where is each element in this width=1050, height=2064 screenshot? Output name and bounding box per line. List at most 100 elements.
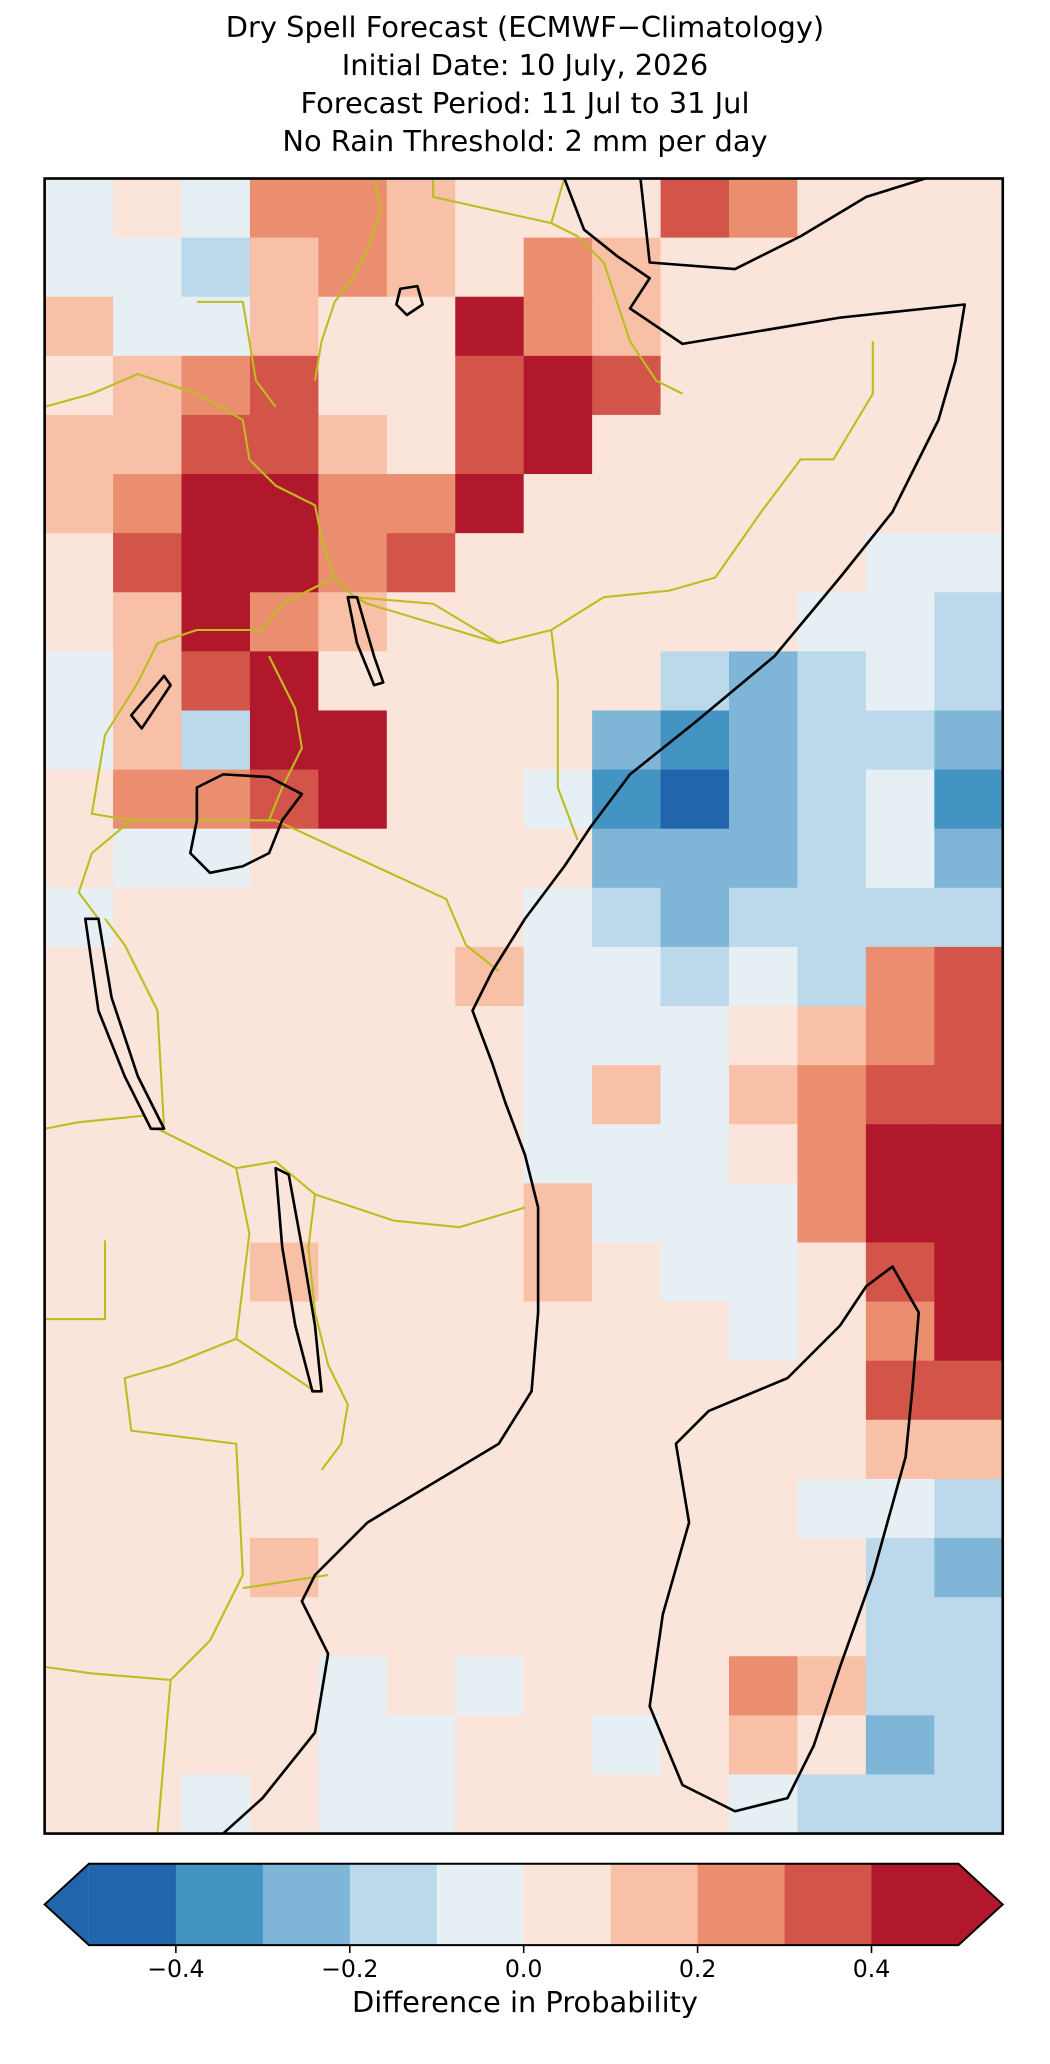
- grid-cell: [592, 1774, 662, 1835]
- grid-cell: [249, 1419, 320, 1480]
- grid-cell: [318, 710, 388, 771]
- grid-cell: [523, 1774, 593, 1835]
- country-borders: [44, 178, 874, 1834]
- grid-cell: [523, 296, 593, 357]
- grid-cell: [523, 1597, 593, 1657]
- grid-cell: [318, 414, 388, 475]
- grid-cell: [660, 651, 730, 712]
- grid-cell: [934, 178, 1004, 239]
- grid-cell: [181, 1183, 251, 1244]
- grid-cell: [455, 1360, 525, 1421]
- grid-cell: [249, 533, 320, 593]
- grid-cell: [660, 296, 730, 357]
- grid-cell: [44, 178, 114, 239]
- colorbar-tick-label: 0.0: [505, 1955, 543, 1983]
- grid-cell: [249, 474, 320, 534]
- grid-cell: [865, 1360, 935, 1421]
- grid-cell: [729, 355, 799, 416]
- grid-cell: [318, 355, 388, 416]
- grid-cell: [729, 1478, 799, 1539]
- grid-cell: [592, 1183, 662, 1244]
- grid-cell: [523, 533, 593, 593]
- grid-cell: [386, 769, 456, 830]
- grid-cell: [797, 1301, 867, 1362]
- grid-cell: [729, 1656, 799, 1717]
- grid-cell: [113, 1597, 183, 1657]
- grid-cell: [249, 1301, 320, 1362]
- grid-cell: [386, 1774, 456, 1835]
- grid-cell: [181, 1124, 251, 1185]
- grid-cell: [455, 1124, 525, 1185]
- grid-cell: [934, 710, 1004, 771]
- grid-cell: [865, 1065, 935, 1125]
- grid-cell: [523, 1538, 593, 1598]
- grid-cell: [249, 178, 320, 239]
- grid-cell: [660, 1065, 730, 1125]
- grid-cell: [455, 1478, 525, 1539]
- grid-cell: [113, 592, 183, 653]
- grid-cell: [249, 1597, 320, 1657]
- colorbar-bin: [871, 1863, 959, 1946]
- coastline-arabia: [639, 177, 926, 271]
- grid-cell: [660, 1538, 730, 1598]
- grid-cell: [181, 710, 251, 771]
- grid-cell: [318, 1656, 388, 1717]
- grid-cell: [729, 1183, 799, 1244]
- grid-cell: [455, 769, 525, 830]
- grid-cell: [249, 1006, 320, 1066]
- grid-cell: [181, 533, 251, 593]
- grid-cell: [44, 592, 114, 653]
- grid-cell: [797, 1006, 867, 1066]
- grid-cell: [44, 1183, 114, 1244]
- grid-cell: [386, 1597, 456, 1657]
- grid-cell: [318, 769, 388, 830]
- grid-cell: [797, 946, 867, 1007]
- grid-cell: [455, 414, 525, 475]
- grid-cell: [865, 414, 935, 475]
- grid-cell: [934, 1774, 1004, 1835]
- grid-cell: [44, 1478, 114, 1539]
- grid-cell: [865, 355, 935, 416]
- grid-cell: [249, 1242, 320, 1303]
- grid-cell: [181, 887, 251, 948]
- grid-cell: [592, 237, 662, 298]
- grid-cell: [729, 1006, 799, 1066]
- grid-cell: [729, 474, 799, 534]
- grid-cell: [797, 592, 867, 653]
- grid-cell: [865, 1419, 935, 1480]
- grid-cell: [660, 1183, 730, 1244]
- lake-turkana: [346, 595, 385, 687]
- grid-cell: [934, 1183, 1004, 1244]
- grid-cell: [44, 474, 114, 534]
- grid-cell: [592, 1006, 662, 1066]
- grid-cell: [386, 1065, 456, 1125]
- grid-cell: [44, 887, 114, 948]
- grid-cell: [797, 533, 867, 593]
- grid-cell: [660, 178, 730, 239]
- grid-cell: [455, 237, 525, 298]
- colorbar-bin: [697, 1863, 785, 1946]
- grid-cell: [455, 651, 525, 712]
- grid-cell: [934, 1301, 1004, 1362]
- grid-cell: [249, 651, 320, 712]
- grid-cell: [592, 1538, 662, 1598]
- colorbar-extend-low: [44, 1863, 89, 1946]
- grid-cell: [455, 1065, 525, 1125]
- coastline: [222, 178, 966, 1835]
- grid-cell: [660, 1124, 730, 1185]
- grid-cell: [386, 474, 456, 534]
- grid-cell: [249, 355, 320, 416]
- grid-cell: [249, 828, 320, 889]
- colorbar-bin: [88, 1863, 177, 1946]
- grid-cell: [934, 946, 1004, 1007]
- grid-cell: [797, 237, 867, 298]
- grid-cell: [318, 1478, 388, 1539]
- grid-cell: [729, 769, 799, 830]
- grid-cell: [865, 1242, 935, 1303]
- grid-cell: [523, 237, 593, 298]
- grid-cell: [318, 1301, 388, 1362]
- grid-cell: [729, 1360, 799, 1421]
- grid-cell: [660, 1597, 730, 1657]
- grid-cell: [934, 887, 1004, 948]
- grid-cell: [455, 474, 525, 534]
